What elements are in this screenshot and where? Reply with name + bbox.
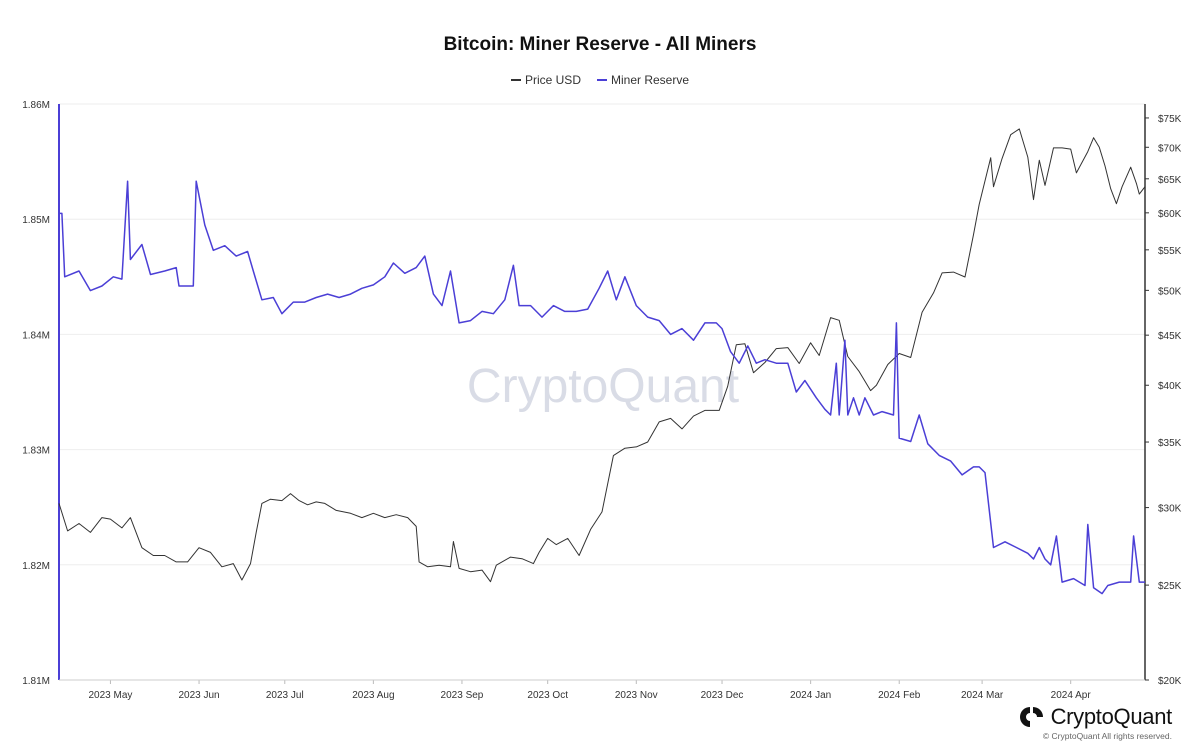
y-left-tick-label: 1.83M — [22, 446, 50, 457]
x-tick-label: 2023 Oct — [527, 690, 568, 701]
y-left-tick-label: 1.85M — [22, 215, 50, 226]
y-right-tick-label: $75K — [1158, 114, 1182, 125]
legend-item-price[interactable]: Price USD — [510, 73, 581, 87]
price-swatch — [510, 79, 521, 81]
y-right-tick-label: $25K — [1158, 581, 1182, 592]
legend-item-reserve[interactable]: Miner Reserve — [596, 73, 690, 87]
y-right-tick-label: $65K — [1158, 175, 1182, 186]
legend-label-reserve: Miner Reserve — [610, 73, 690, 87]
y-right-tick-label: $20K — [1158, 676, 1182, 687]
y-right-tick-label: $55K — [1158, 246, 1182, 257]
brand-name: CryptoQuant — [1050, 704, 1173, 729]
tick-labels: 1.81M 1.82M 1.83M 1.84M 1.85M 1.86M $20K $25K $3… — [22, 100, 1181, 701]
x-tick-label: 2024 Apr — [1051, 690, 1092, 701]
y-right-tick-label: $30K — [1158, 504, 1182, 515]
miner-reserve-line — [59, 180, 1145, 595]
series-lines — [58, 128, 1146, 595]
x-tick-label: 2023 Jun — [178, 690, 219, 701]
x-tick-label: 2023 Jul — [266, 690, 304, 701]
y-left-tick-label: 1.84M — [22, 330, 50, 341]
x-tick-label: 2024 Jan — [790, 690, 831, 701]
axes — [58, 104, 1149, 684]
y-right-tick-label: $40K — [1158, 381, 1182, 392]
y-right-tick-label: $35K — [1158, 438, 1182, 449]
x-tick-label: 2023 Aug — [352, 690, 394, 701]
reserve-swatch — [596, 79, 607, 81]
watermark: CryptoQuant — [467, 360, 739, 413]
y-left-tick-label: 1.81M — [22, 676, 50, 687]
x-tick-label: 2023 May — [88, 690, 132, 701]
y-right-tick-label: $70K — [1158, 143, 1182, 154]
y-right-tick-label: $60K — [1158, 209, 1182, 220]
x-tick-label: 2023 Sep — [441, 690, 484, 701]
price-usd-line — [58, 128, 1146, 583]
x-tick-label: 2023 Nov — [615, 690, 658, 701]
chart-legend: Price USD Miner Reserve — [0, 73, 1200, 87]
y-left-tick-label: 1.86M — [22, 100, 50, 111]
y-right-tick-label: $45K — [1158, 331, 1182, 342]
x-tick-label: 2023 Dec — [701, 690, 744, 701]
brand-logo: CryptoQuant — [1019, 704, 1172, 730]
y-left-tick-label: 1.82M — [22, 561, 50, 572]
cryptoquant-logo-icon — [1019, 707, 1043, 727]
x-tick-label: 2024 Mar — [961, 690, 1004, 701]
y-right-tick-label: $50K — [1158, 286, 1182, 297]
x-tick-label: 2024 Feb — [878, 690, 921, 701]
legend-label-price: Price USD — [524, 73, 581, 87]
chart-title: Bitcoin: Miner Reserve - All Miners — [443, 34, 757, 55]
copyright-text: © CryptoQuant All rights reserved. — [1042, 731, 1172, 741]
